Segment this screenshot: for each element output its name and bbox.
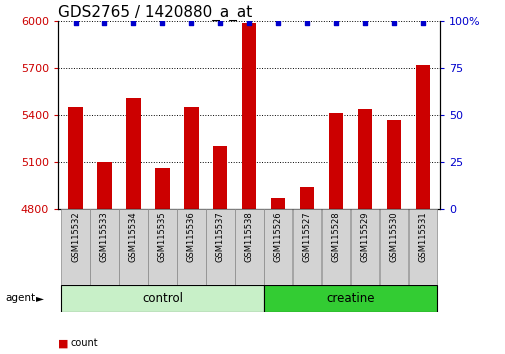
Bar bbox=[350, 209, 379, 285]
Point bbox=[158, 20, 166, 26]
Text: GSM115527: GSM115527 bbox=[302, 211, 311, 262]
Bar bbox=[61, 209, 90, 285]
Point bbox=[100, 20, 109, 26]
Bar bbox=[241, 23, 256, 209]
Point bbox=[216, 20, 224, 26]
Text: GSM115528: GSM115528 bbox=[331, 211, 340, 262]
Bar bbox=[206, 209, 234, 285]
Text: control: control bbox=[141, 292, 182, 305]
Point bbox=[302, 20, 311, 26]
Text: count: count bbox=[71, 338, 98, 348]
Bar bbox=[90, 209, 119, 285]
Point bbox=[418, 20, 426, 26]
Bar bbox=[148, 209, 176, 285]
Bar bbox=[299, 187, 314, 209]
Bar bbox=[68, 107, 83, 209]
Text: ■: ■ bbox=[58, 338, 69, 348]
Bar bbox=[270, 198, 285, 209]
Point bbox=[71, 20, 79, 26]
Bar bbox=[408, 209, 436, 285]
Point bbox=[360, 20, 368, 26]
Text: GSM115530: GSM115530 bbox=[389, 211, 397, 262]
Bar bbox=[234, 209, 263, 285]
Text: GSM115533: GSM115533 bbox=[100, 211, 109, 262]
Text: ►: ► bbox=[36, 293, 44, 303]
Bar bbox=[357, 109, 372, 209]
Text: GSM115537: GSM115537 bbox=[215, 211, 224, 262]
Bar bbox=[126, 98, 140, 209]
Text: GSM115534: GSM115534 bbox=[129, 211, 138, 262]
Bar bbox=[97, 162, 112, 209]
Bar bbox=[386, 120, 400, 209]
Bar bbox=[155, 168, 169, 209]
Bar bbox=[263, 209, 292, 285]
Text: GSM115532: GSM115532 bbox=[71, 211, 80, 262]
Text: GSM115531: GSM115531 bbox=[418, 211, 427, 262]
Bar bbox=[61, 285, 263, 312]
Bar bbox=[415, 65, 429, 209]
Point bbox=[129, 20, 137, 26]
Point bbox=[245, 20, 253, 26]
Bar bbox=[321, 209, 349, 285]
Text: GSM115538: GSM115538 bbox=[244, 211, 253, 262]
Bar bbox=[328, 114, 342, 209]
Bar bbox=[263, 285, 436, 312]
Point bbox=[331, 20, 339, 26]
Bar bbox=[379, 209, 408, 285]
Bar bbox=[119, 209, 147, 285]
Bar bbox=[184, 107, 198, 209]
Text: GSM115526: GSM115526 bbox=[273, 211, 282, 262]
Point bbox=[274, 20, 282, 26]
Text: GSM115529: GSM115529 bbox=[360, 211, 369, 262]
Bar bbox=[177, 209, 205, 285]
Text: GSM115535: GSM115535 bbox=[158, 211, 167, 262]
Point bbox=[389, 20, 397, 26]
Text: GDS2765 / 1420880_a_at: GDS2765 / 1420880_a_at bbox=[58, 5, 252, 21]
Text: agent: agent bbox=[5, 293, 35, 303]
Bar bbox=[213, 146, 227, 209]
Point bbox=[187, 20, 195, 26]
Text: creatine: creatine bbox=[326, 292, 374, 305]
Bar bbox=[292, 209, 321, 285]
Text: GSM115536: GSM115536 bbox=[186, 211, 195, 262]
